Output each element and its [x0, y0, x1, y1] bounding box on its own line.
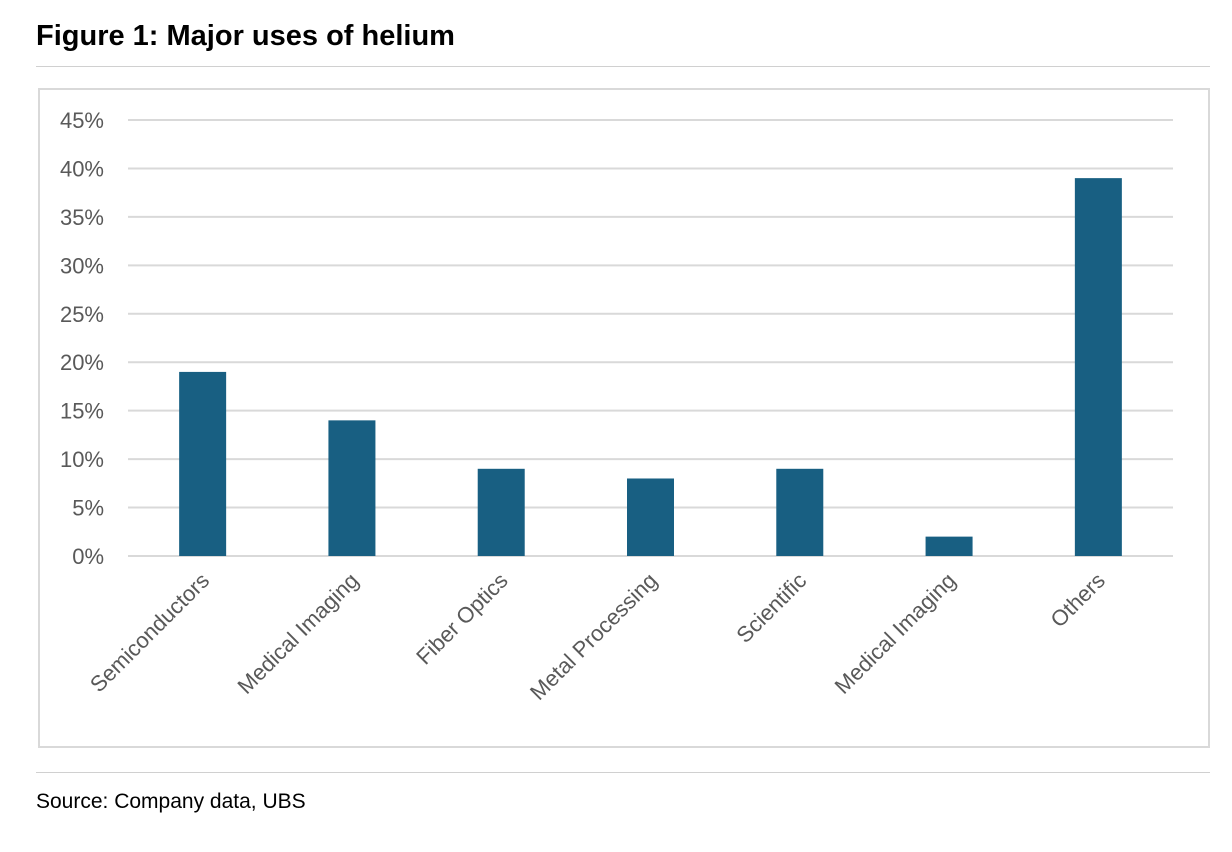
bar [477, 468, 525, 556]
bottom-divider [36, 772, 1210, 773]
figure-title: Figure 1: Major uses of helium [36, 20, 455, 52]
y-tick-label: 10% [60, 447, 104, 472]
y-tick-label: 20% [60, 350, 104, 375]
y-tick-label: 25% [60, 302, 104, 327]
y-tick-label: 30% [60, 253, 104, 278]
x-tick-label: Medical Imaging [830, 568, 961, 699]
x-tick-label: Scientific [731, 568, 811, 648]
x-tick-label: Others [1046, 568, 1110, 632]
x-tick-label: Metal Processing [525, 568, 662, 705]
bar [328, 420, 376, 556]
y-tick-label: 40% [60, 156, 104, 181]
bar [1074, 178, 1122, 556]
bar [776, 468, 824, 556]
y-tick-label: 0% [72, 544, 104, 569]
x-tick-label: Fiber Optics [411, 568, 513, 670]
bar [925, 536, 973, 556]
chart-frame [38, 88, 1210, 748]
x-tick-label: Medical Imaging [233, 568, 364, 699]
bar [627, 478, 674, 556]
y-tick-label: 35% [60, 205, 104, 230]
y-tick-label: 15% [60, 399, 104, 424]
bar [179, 371, 227, 556]
y-tick-label: 45% [60, 108, 104, 133]
y-tick-label: 5% [72, 496, 104, 521]
source-note: Source: Company data, UBS [36, 790, 306, 813]
top-divider [36, 66, 1210, 67]
x-tick-label: Semiconductors [85, 568, 214, 697]
